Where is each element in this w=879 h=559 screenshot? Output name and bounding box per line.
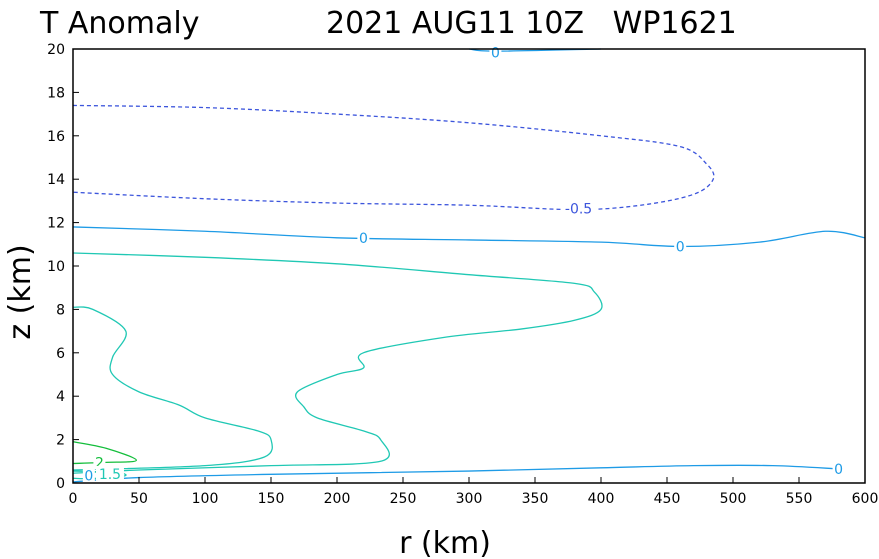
contour-label-background — [82, 467, 95, 483]
contour-label-background — [95, 465, 124, 481]
y-tick-label: 8 — [56, 302, 65, 318]
y-tick-label: 4 — [56, 389, 65, 405]
x-tick-label: 250 — [390, 491, 417, 507]
y-tick-label: 6 — [56, 346, 65, 362]
y-tick-label: 18 — [47, 85, 65, 101]
x-tick-label: 450 — [654, 491, 681, 507]
contour-line-level-neg0p5 — [72, 104, 715, 211]
y-tick-label: 12 — [47, 216, 65, 232]
contour-label: 0 — [834, 462, 843, 478]
y-tick-label: 10 — [47, 259, 65, 275]
chart-title-right: 2021 AUG11 10Z WP1621 — [326, 6, 737, 41]
y-axis: 0 2 4 6 8 10 12 14 16 18 20 — [47, 42, 79, 492]
contour-label: 1.5 — [99, 467, 121, 483]
contour-label: 0 — [359, 231, 368, 247]
contour-line-level-0 — [72, 464, 839, 483]
contour-label: 0 — [491, 45, 500, 61]
x-tick-label: 350 — [522, 491, 549, 507]
x-tick-label: 550 — [786, 491, 813, 507]
contour-lines — [72, 48, 866, 483]
contour-label-background — [93, 454, 106, 470]
x-tick-label: 600 — [852, 491, 879, 507]
x-tick-label: 150 — [258, 491, 285, 507]
x-tick-label: 100 — [192, 491, 219, 507]
y-tick-label: 2 — [56, 433, 65, 449]
contour-label: 0 — [84, 468, 93, 484]
y-tick-label: 16 — [47, 129, 65, 145]
contour-line-level-0p5 — [72, 252, 603, 474]
y-axis-title: z (km) — [3, 244, 38, 339]
x-tick-label: 200 — [324, 491, 351, 507]
contour-label: 0 — [676, 239, 685, 255]
contour-label-background — [832, 460, 845, 476]
contour-label: -0.5 — [565, 201, 592, 217]
x-tick-label: 400 — [588, 491, 615, 507]
x-axis: 0 50 100 150 200 250 300 350 400 450 500 550 600 — [69, 477, 879, 507]
contour-label: 2 — [95, 455, 104, 471]
contour-label-background — [674, 238, 687, 254]
y-tick-label: 20 — [47, 42, 65, 58]
chart-title-left: T Anomaly — [39, 6, 199, 41]
plot-frame — [72, 48, 866, 484]
x-axis-title: r (km) — [399, 526, 491, 559]
x-tick-label: 0 — [69, 491, 78, 507]
x-tick-label: 300 — [456, 491, 483, 507]
x-tick-label: 500 — [720, 491, 747, 507]
contour-line-level-0 — [72, 226, 866, 248]
contour-line-level-0p5 — [72, 306, 273, 471]
contour-label-background — [489, 44, 502, 60]
y-tick-label: 0 — [56, 476, 65, 492]
contour-label-background — [357, 229, 370, 245]
contour-label-background — [560, 200, 597, 216]
x-tick-label: 50 — [130, 491, 148, 507]
y-tick-label: 14 — [47, 172, 65, 188]
